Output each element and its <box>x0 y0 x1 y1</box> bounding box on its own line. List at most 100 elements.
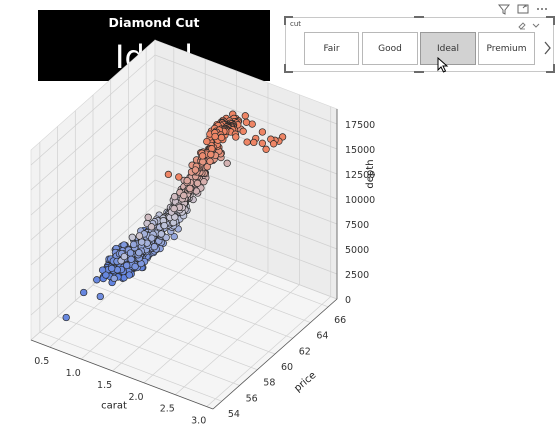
z-tick-label: 10000 <box>345 195 375 206</box>
mouse-cursor-icon <box>437 57 449 73</box>
focus-mode-icon[interactable] <box>516 2 530 16</box>
slicer-option-ideal[interactable]: Ideal <box>420 32 476 65</box>
scatter-point <box>62 313 70 322</box>
scatter-point <box>203 137 211 146</box>
resize-handle[interactable] <box>284 16 293 25</box>
scatter-point <box>242 118 251 126</box>
gridline <box>75 300 258 371</box>
resize-handle[interactable] <box>414 71 424 73</box>
slicer-option-good[interactable]: Good <box>362 32 418 65</box>
scatter-point <box>120 252 128 261</box>
x-axis-label: carat <box>101 401 127 412</box>
gridline <box>57 316 240 386</box>
z-tick-labels: 0 2500 5000 7500 10000 12500 15000 17500 <box>345 120 375 306</box>
z-axis-label: depth <box>365 159 376 188</box>
scatter-point <box>157 230 165 238</box>
gridline <box>128 253 311 323</box>
axis-line <box>30 339 214 410</box>
card-title: Diamond Cut <box>108 15 200 30</box>
z-tick-label: 5000 <box>345 245 369 256</box>
resize-handle[interactable] <box>546 16 555 25</box>
scatter-point <box>131 262 139 271</box>
scatter-point <box>160 221 168 230</box>
scatter-point <box>164 170 173 179</box>
scatter-point <box>96 292 104 301</box>
y-axis-label: price <box>292 370 318 394</box>
z-tick-label: 12500 <box>345 170 375 181</box>
slicer-option-premium[interactable]: Premium <box>478 32 535 65</box>
z-tick-label: 0 <box>345 295 351 306</box>
scatter-point <box>126 249 135 257</box>
scatter-point <box>108 264 116 273</box>
scatter-point <box>217 133 226 142</box>
scatter-point <box>207 150 215 159</box>
gridline <box>146 237 329 308</box>
scatter-point <box>125 271 133 279</box>
resize-handle[interactable] <box>546 64 555 73</box>
gridline <box>30 179 156 291</box>
scatter-points <box>62 110 287 322</box>
scatter-point <box>102 271 110 279</box>
gridline <box>154 54 338 125</box>
y-tick-label: 60 <box>281 362 293 373</box>
y-tick-label: 64 <box>316 331 328 342</box>
resize-handle[interactable] <box>414 16 424 18</box>
x-tick-label: 1.5 <box>97 380 112 391</box>
scatter-point <box>138 238 146 246</box>
scatter-point <box>211 132 219 141</box>
visual-header <box>497 2 557 16</box>
x-tick-labels: 0.5 1.0 1.5 2.0 2.5 3.0 <box>34 356 206 427</box>
slicer-option-fair[interactable]: Fair <box>304 32 359 65</box>
more-options-icon[interactable] <box>535 2 549 16</box>
resize-handle[interactable] <box>284 64 293 73</box>
scatter-point <box>123 261 131 270</box>
scatter-point <box>258 139 267 147</box>
slicer-tools <box>517 20 543 30</box>
chevron-right-icon[interactable] <box>542 38 552 58</box>
y-tick-label: 58 <box>263 378 275 389</box>
gridline <box>30 204 156 316</box>
z-tick-label: 2500 <box>345 270 369 281</box>
scatter-point <box>150 243 159 251</box>
scatter-point <box>98 266 107 274</box>
scatter-point <box>180 191 188 200</box>
scatter-point <box>148 234 156 242</box>
x-tick-label: 3.0 <box>191 416 206 427</box>
x-tick-label: 2.0 <box>128 392 143 403</box>
scatter-point <box>191 166 200 174</box>
scatter-point <box>170 204 178 213</box>
scatter-point <box>170 232 178 241</box>
gridline <box>154 229 338 300</box>
scatter-point <box>135 232 144 240</box>
gridline <box>110 268 293 339</box>
gridline <box>30 129 156 241</box>
gridline <box>30 79 156 191</box>
scatter-point <box>110 274 118 283</box>
chart-axes <box>30 109 338 410</box>
scatter-point <box>239 127 247 135</box>
scatter-point <box>147 223 156 231</box>
gridline <box>154 154 338 225</box>
scatter-point <box>127 255 135 263</box>
eraser-icon[interactable] <box>517 20 527 30</box>
gridline <box>39 331 222 402</box>
scatter-point <box>80 288 88 297</box>
chevron-down-icon[interactable] <box>531 20 541 30</box>
gridline <box>92 284 276 355</box>
scatter-point <box>162 233 170 242</box>
slicer-header: cut <box>290 20 302 28</box>
gridline <box>30 54 156 166</box>
axis-line <box>212 298 338 410</box>
scatter-point <box>206 157 214 165</box>
x-tick-label: 1.0 <box>66 368 81 379</box>
scatter-point <box>93 276 101 284</box>
filter-icon[interactable] <box>497 2 511 16</box>
scatter-point <box>241 112 249 120</box>
scatter-point <box>128 233 136 241</box>
y-tick-label: 56 <box>246 393 258 404</box>
x-tick-label: 2.5 <box>160 404 175 415</box>
y-tick-label: 66 <box>334 315 346 326</box>
scatter-point <box>258 128 267 136</box>
scatter-point <box>243 138 251 146</box>
cut-slicer[interactable]: cut Fair Good Ideal Premium <box>284 16 555 73</box>
